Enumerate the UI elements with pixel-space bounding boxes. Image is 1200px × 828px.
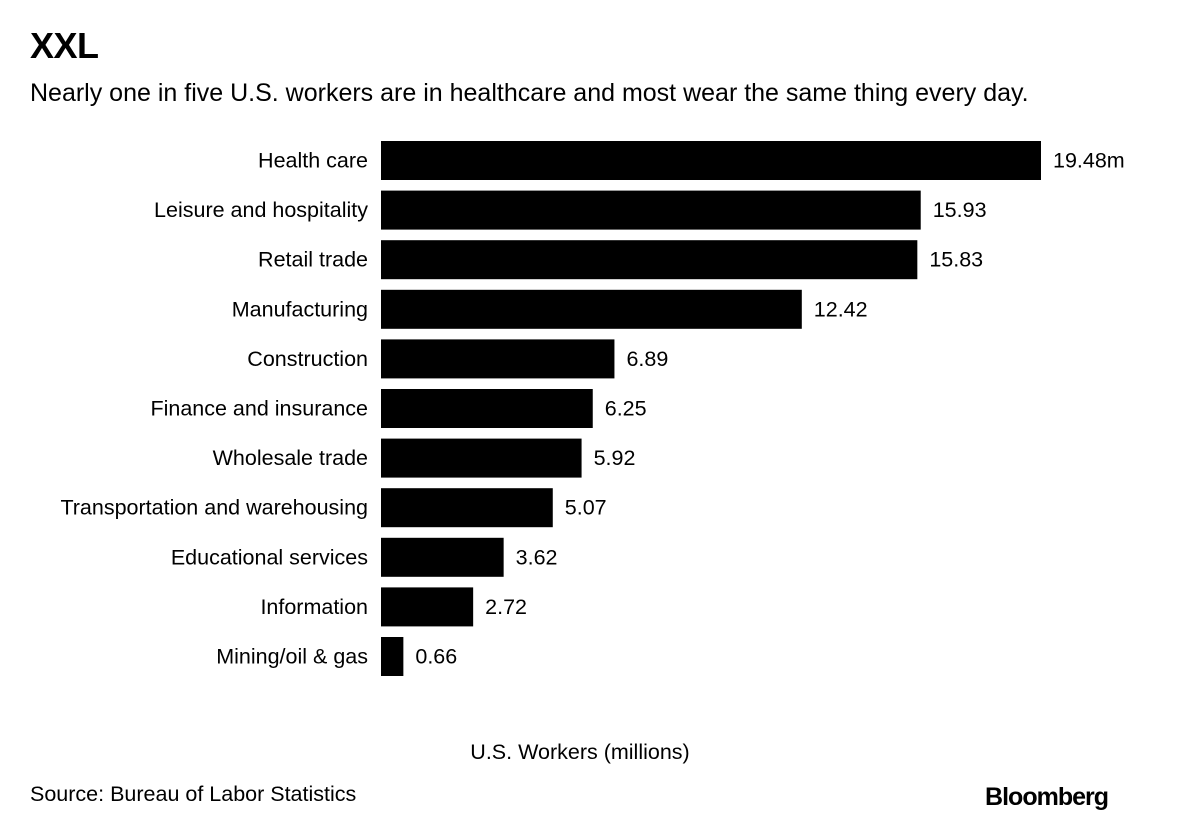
bloomberg-logo: Bloomberg	[985, 783, 1109, 811]
bar	[381, 488, 553, 528]
bars-group	[381, 141, 1041, 676]
value-labels-group: 19.48m 15.93 15.83 12.42 6.89 6.25 5.92 5.07 3.6…	[415, 149, 1124, 669]
value-label: 15.93	[933, 198, 987, 222]
x-axis-label: U.S. Workers (millions)	[470, 740, 690, 764]
bar	[381, 438, 582, 478]
chart-subtitle: Nearly one in five U.S. workers are in h…	[30, 79, 1029, 107]
category-label: Transportation and warehousing	[60, 496, 368, 520]
bar	[381, 637, 404, 676]
category-label: Information	[260, 595, 368, 619]
value-label: 15.83	[929, 248, 983, 272]
category-label: Mining/oil & gas	[216, 645, 368, 669]
value-label: 5.92	[594, 446, 636, 470]
category-label: Manufacturing	[232, 297, 368, 321]
bar	[381, 240, 918, 280]
bar	[381, 339, 615, 379]
category-label: Educational services	[171, 545, 368, 569]
category-label: Leisure and hospitality	[154, 198, 368, 222]
value-label: 0.66	[415, 645, 457, 669]
value-label: 6.25	[605, 397, 647, 421]
category-label: Finance and insurance	[150, 397, 368, 421]
category-label: Health care	[258, 149, 368, 173]
bar	[381, 389, 593, 428]
bar	[381, 190, 921, 230]
category-label: Wholesale trade	[213, 446, 368, 470]
value-label: 19.48m	[1053, 149, 1125, 173]
bar	[381, 289, 802, 329]
source-note: Source: Bureau of Labor Statistics	[30, 782, 357, 806]
bar	[381, 537, 504, 577]
bar	[381, 587, 474, 627]
value-label: 2.72	[485, 595, 527, 619]
category-labels-group: Health care Leisure and hospitality Retail…	[60, 149, 368, 669]
bar	[381, 141, 1041, 180]
value-label: 6.89	[626, 347, 668, 371]
value-label: 3.62	[516, 545, 558, 569]
value-label: 5.07	[565, 496, 607, 520]
category-label: Construction	[247, 347, 368, 371]
category-label: Retail trade	[258, 248, 368, 272]
value-label: 12.42	[814, 297, 868, 321]
chart-title: XXL	[30, 25, 99, 66]
